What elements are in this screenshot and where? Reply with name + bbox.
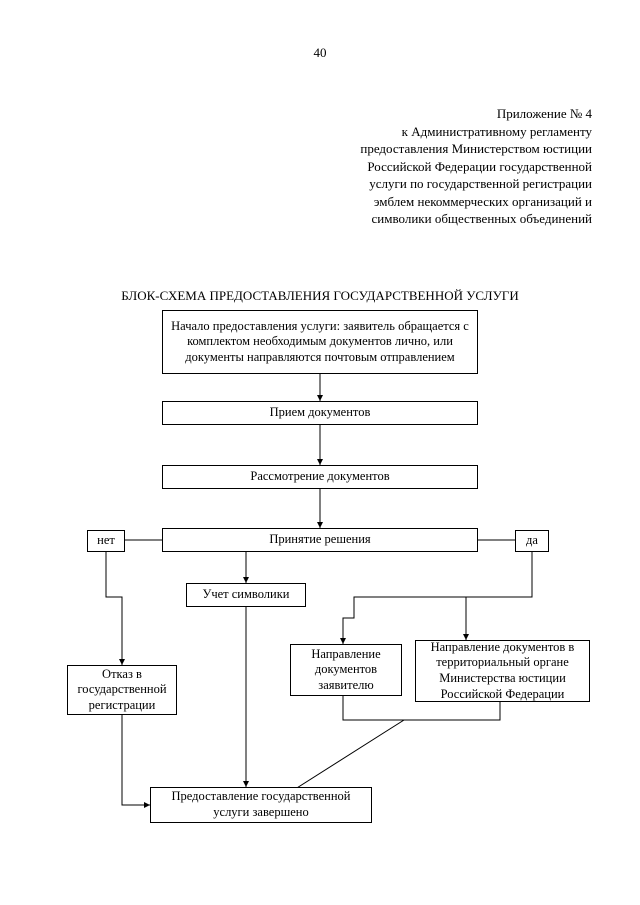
appendix-header: Приложение № 4 к Административному регла… bbox=[297, 105, 592, 228]
flowchart-node-receive: Прием документов bbox=[162, 401, 478, 425]
flowchart-node-decision: Принятие решения bbox=[162, 528, 478, 552]
flowchart-node-refuse: Отказ в государственной регистрации bbox=[67, 665, 177, 715]
flowchart-node-symbols: Учет символики bbox=[186, 583, 306, 607]
flowchart-node-yes: да bbox=[515, 530, 549, 552]
flowchart-node-no: нет bbox=[87, 530, 125, 552]
flowchart-node-review: Рассмотрение документов bbox=[162, 465, 478, 489]
flowchart-node-send_ter: Направление документов в территориальный… bbox=[415, 640, 590, 702]
diagram-title: БЛОК-СХЕМА ПРЕДОСТАВЛЕНИЯ ГОСУДАРСТВЕННО… bbox=[0, 288, 640, 304]
header-line: символики общественных объединений bbox=[297, 210, 592, 228]
header-line: предоставления Министерством юстиции bbox=[297, 140, 592, 158]
header-line: Приложение № 4 bbox=[297, 105, 592, 123]
header-line: эмблем некоммерческих организаций и bbox=[297, 193, 592, 211]
header-line: Российской Федерации государственной bbox=[297, 158, 592, 176]
header-line: услуги по государственной регистрации bbox=[297, 175, 592, 193]
header-line: к Административному регламенту bbox=[297, 123, 592, 141]
flowchart-node-end: Предоставление государственной услуги за… bbox=[150, 787, 372, 823]
page-number: 40 bbox=[0, 45, 640, 61]
flowchart-node-start: Начало предоставления услуги: заявитель … bbox=[162, 310, 478, 374]
flowchart-node-send_app: Направление документов заявителю bbox=[290, 644, 402, 696]
